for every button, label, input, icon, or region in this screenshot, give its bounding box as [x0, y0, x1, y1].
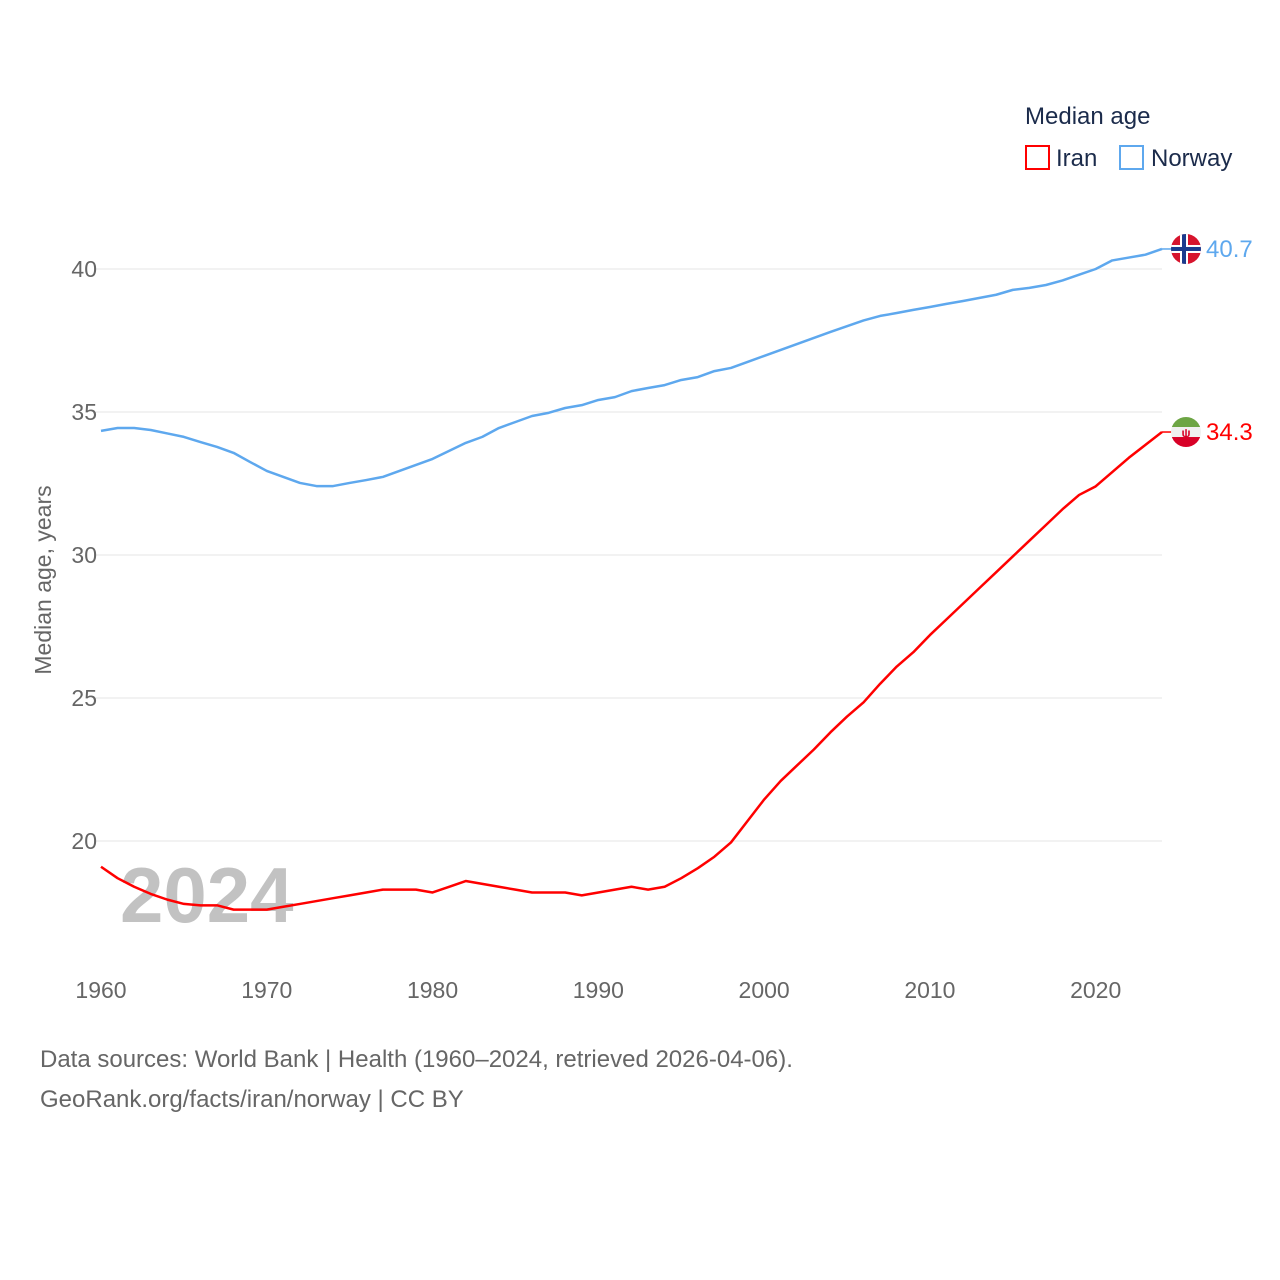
y-tick-label: 40 [71, 256, 97, 282]
y-tick-label: 25 [71, 685, 97, 711]
legend-label-norway[interactable]: Norway [1151, 145, 1232, 172]
legend-label-iran[interactable]: Iran [1056, 145, 1097, 172]
legend-swatch-iran [1025, 145, 1050, 170]
x-tick-label: 1990 [573, 977, 624, 1003]
watermark-year: 2024 [120, 851, 294, 939]
series-line-iran[interactable] [100, 431, 1163, 911]
y-tick-label: 30 [71, 542, 97, 568]
x-tick-label: 2000 [739, 977, 790, 1003]
footer-sources: Data sources: World Bank | Health (1960–… [40, 1046, 793, 1073]
x-tick-label: 2010 [904, 977, 955, 1003]
x-tick-label: 1980 [407, 977, 458, 1003]
y-tick-label: 35 [71, 399, 97, 425]
end-value-label: 34.3 [1206, 419, 1253, 446]
x-tick-label: 1960 [75, 977, 126, 1003]
iran-flag-icon: ψ [1171, 417, 1201, 448]
y-axis-label: Median age, years [30, 485, 56, 674]
svg-text:ψ: ψ [1181, 426, 1190, 440]
x-tick-label: 2020 [1070, 977, 1121, 1003]
footer-link[interactable]: GeoRank.org/facts/iran/norway | CC BY [40, 1086, 464, 1113]
norway-flag-icon [1171, 233, 1201, 264]
series-line-norway[interactable] [100, 247, 1163, 488]
end-value-label: 40.7 [1206, 236, 1253, 263]
x-tick-label: 1970 [241, 977, 292, 1003]
legend-title: Median age [1025, 103, 1150, 130]
y-tick-label: 20 [71, 828, 97, 854]
legend-swatch-norway [1119, 145, 1144, 170]
